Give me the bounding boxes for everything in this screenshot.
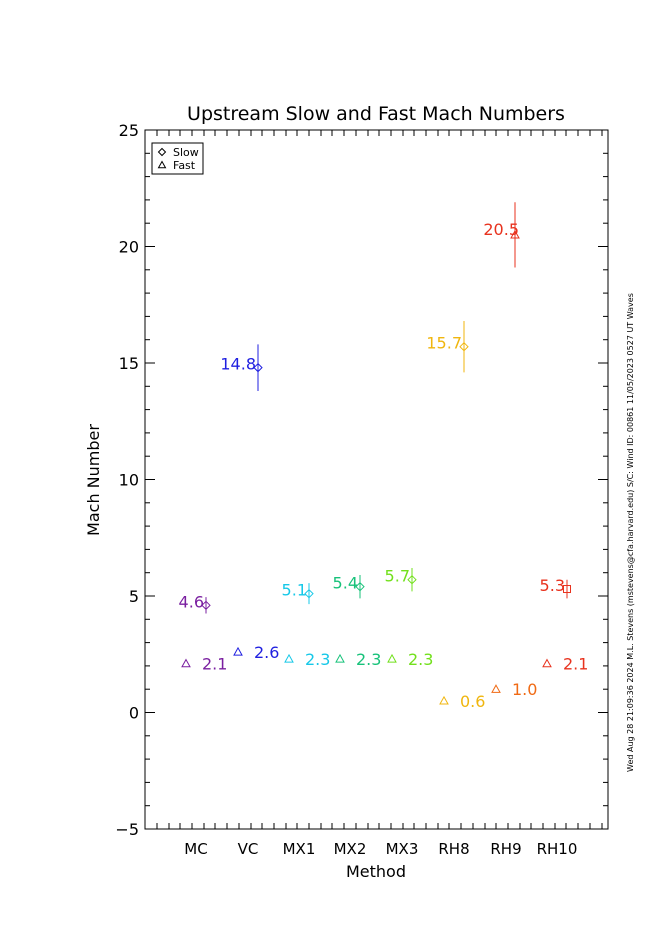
x-tick-label: MX2 [334,840,367,858]
slow-point [355,581,365,592]
slow-point [459,341,469,352]
slow-point [563,585,571,594]
fast-value-label: 2.6 [254,643,279,662]
fast-value-label: 2.3 [305,650,330,669]
legend-fast-marker [157,160,167,169]
legend-label: Fast [173,159,196,172]
fast-point [181,658,191,668]
x-tick-label: MC [184,840,207,858]
fast-point [510,229,520,239]
x-tick-label: VC [238,840,259,858]
slow-value-label: 5.3 [540,576,565,595]
y-tick-label: 5 [129,587,139,606]
legend-slow-marker [157,147,167,157]
y-tick-label: 25 [119,121,139,140]
legend-label: Slow [173,146,199,159]
slow-point [253,362,263,373]
slow-value-label: 4.6 [179,592,204,611]
slow-value-label: 14.8 [220,355,256,374]
fast-value-label: 0.6 [460,692,485,711]
y-tick-label: 10 [119,471,139,490]
x-tick-label: RH10 [537,840,578,858]
slow-value-label: 5.4 [333,574,358,593]
footnote: Wed Aug 28 21:09:36 2024 M.L. Stevens (m… [626,293,635,772]
x-tick-label: RH9 [490,840,521,858]
slow-point [407,574,417,585]
y-axis-label: Mach Number [84,424,103,536]
legend-box [151,142,204,175]
fast-value-label: 1.0 [512,680,537,699]
slow-value-label: 5.1 [282,581,307,600]
y-axis: −5 0 5 10 15 20 25 [115,121,608,839]
fast-point [284,653,294,663]
x-tick-label: MX1 [283,840,316,858]
fast-value-label: 2.1 [202,655,227,674]
y-tick-label: 20 [119,238,139,257]
slow-value-label: 15.7 [426,334,462,353]
y-tick-label: 0 [129,704,139,723]
slow-point [304,588,314,599]
x-axis-label: Method [346,862,406,881]
fast-value-label: 20.5 [483,220,519,239]
x-tick-label: MX3 [386,840,419,858]
fast-value-label: 2.3 [356,650,381,669]
fast-point [542,658,552,668]
fast-point [335,653,345,663]
y-tick-label: −5 [115,820,139,839]
slow-value-label: 5.7 [385,567,410,586]
x-axis: MC VC MX1 MX2 MX3 RH8 RH9 RH10 [156,130,603,858]
y-tick-label: 15 [119,354,139,373]
chart-title: Upstream Slow and Fast Mach Numbers [187,103,565,125]
fast-value-label: 2.1 [563,655,588,674]
fast-point [491,684,501,693]
fast-value-label: 2.3 [408,650,433,669]
fast-point [387,653,397,663]
fast-point [439,695,449,705]
data-marks: 4.6 14.8 5.1 5.4 5.7 15.7 5.3 2.1 2.6 2.3 2.3 2.3 0.… [179,202,588,711]
x-tick-label: RH8 [438,840,469,858]
slow-point [201,600,211,611]
fast-point [233,646,243,656]
plot-frame [144,129,609,830]
